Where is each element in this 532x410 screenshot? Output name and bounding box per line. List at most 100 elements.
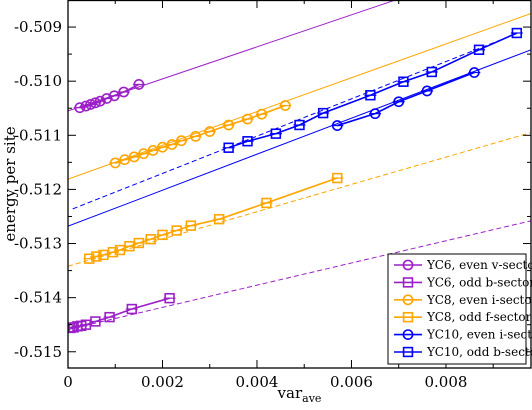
data-point — [213, 213, 225, 225]
data-point — [109, 157, 121, 169]
series-1 — [68, 292, 176, 334]
data-point — [242, 136, 253, 147]
data-point — [369, 108, 381, 120]
fit-line-series-1 — [68, 220, 531, 331]
data-point — [74, 102, 86, 114]
series-2 — [109, 100, 292, 169]
legend-item: YC6, even v-sector — [394, 258, 532, 272]
legend-marker — [402, 259, 414, 271]
data-point — [166, 139, 178, 150]
data-point — [80, 100, 92, 112]
data-point — [94, 95, 106, 107]
x-tick-label: 0.004 — [236, 373, 279, 391]
data-point — [104, 311, 115, 323]
series-line — [228, 32, 518, 149]
data-point — [119, 154, 131, 166]
data-point — [190, 130, 201, 142]
data-point — [204, 126, 216, 137]
y-tick-label: -0.515 — [14, 343, 62, 361]
x-tick-label: 0 — [63, 373, 73, 391]
legend-marker — [402, 294, 414, 306]
data-point — [128, 151, 140, 163]
data-point — [133, 237, 145, 249]
data-point — [294, 119, 305, 131]
x-tick-label: 0.006 — [330, 373, 373, 391]
y-axis-label: energy per site — [1, 126, 19, 241]
data-point — [101, 93, 113, 104]
legend-marker — [402, 329, 414, 340]
data-point — [393, 96, 405, 108]
data-point — [164, 292, 175, 304]
x-tick-label: 0.002 — [141, 373, 184, 391]
data-point — [90, 97, 101, 109]
fit-line-series-3 — [68, 132, 531, 267]
series-0 — [73, 79, 145, 114]
data-point — [126, 303, 137, 315]
data-point — [175, 135, 187, 147]
legend-label: YC6, odd b-sector — [426, 275, 532, 289]
data-point — [147, 145, 159, 156]
data-point — [108, 90, 120, 102]
legend-item: YC8, odd f-sector — [394, 310, 532, 324]
data-point — [261, 197, 272, 209]
fit-line-series-0 — [68, 0, 397, 112]
x-axis-label-main: var — [277, 384, 303, 402]
data-point — [365, 90, 376, 101]
x-axis-label: varave — [277, 384, 322, 405]
data-point — [90, 316, 101, 327]
legend-item: YC8, even i-sector — [394, 293, 532, 307]
data-point — [242, 113, 253, 125]
legend-label: YC8, odd f-sector — [426, 310, 532, 324]
data-point — [511, 27, 523, 39]
data-point — [145, 234, 156, 245]
data-point — [223, 119, 235, 131]
legend-label: YC6, even v-sector — [426, 258, 532, 272]
data-point — [84, 253, 95, 264]
legend-marker — [402, 346, 414, 358]
legend: YC6, even v-sector YC6, odd b-sector YC8, … — [387, 253, 532, 365]
data-point — [157, 229, 168, 241]
y-tick-label: -0.514 — [14, 289, 62, 307]
x-axis-label-sub: ave — [302, 392, 321, 405]
x-tick-label: 0.008 — [424, 373, 467, 391]
legend-label: YC10, even i-sector — [426, 328, 532, 342]
data-point — [91, 251, 102, 262]
y-tick-label: -0.513 — [14, 235, 62, 253]
legend-item: YC6, odd b-sector — [394, 275, 532, 289]
data-point — [185, 220, 197, 231]
data-point — [138, 148, 149, 160]
axis-ticks: 0 0.002 0.004 0.006 0.008 -0.515 -0.514 -0.513 -… — [14, 0, 531, 391]
legend-marker — [402, 311, 414, 323]
y-tick-label: -0.509 — [14, 18, 62, 36]
data-point — [426, 66, 437, 78]
fit-line-series-2 — [68, 13, 531, 180]
legend-item: YC10, even i-sector — [394, 328, 532, 342]
legend-box — [387, 253, 527, 365]
data-point — [473, 44, 485, 55]
data-point — [332, 172, 343, 184]
series-3 — [83, 172, 344, 264]
fit-lines — [68, 0, 531, 331]
data-point — [107, 246, 119, 258]
data-point — [118, 86, 130, 98]
series-4 — [331, 67, 481, 131]
series-5 — [222, 27, 523, 153]
data-point — [331, 120, 343, 131]
data-point — [398, 76, 409, 87]
y-tick-label: -0.511 — [14, 126, 62, 144]
plot-frame — [67, 0, 532, 369]
fit-line-series-4 — [68, 49, 531, 227]
legend-label: YC10, odd b-sector — [426, 345, 532, 359]
data-point — [157, 141, 168, 153]
data-point — [421, 85, 433, 97]
data-point — [270, 128, 282, 139]
data-point — [279, 100, 291, 111]
legend-label: YC8, even i-sector — [426, 293, 532, 307]
y-tick-label: -0.512 — [14, 180, 62, 198]
data-point — [171, 225, 182, 236]
data-point — [85, 99, 97, 110]
legend-item: YC10, odd b-sector — [394, 345, 532, 359]
data-point — [256, 108, 268, 120]
legend-marker — [402, 277, 414, 288]
